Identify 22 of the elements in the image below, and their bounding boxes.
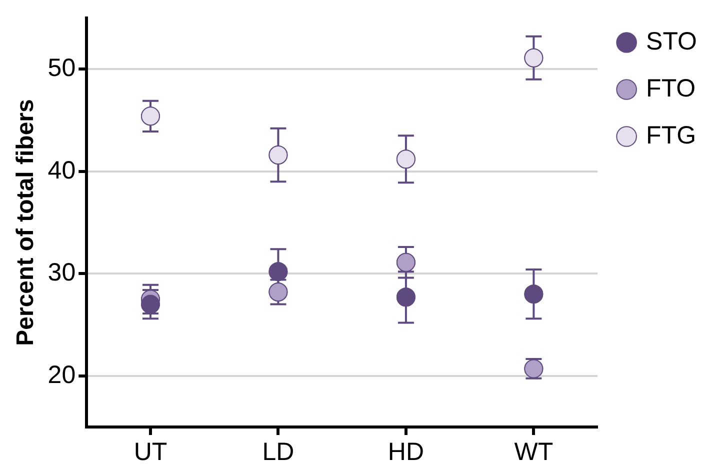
y-tick-label: 30 [48,258,76,287]
legend-label: FTG [646,121,696,150]
point [396,150,416,169]
x-tick-label: WT [514,438,554,466]
point [268,146,288,165]
point [524,48,544,68]
x-tick-label: UT [134,438,168,466]
point [140,294,160,314]
point [396,288,416,307]
point [524,284,544,304]
legend-label: FTO [646,74,696,102]
y-tick-label: 50 [48,54,76,82]
point [268,282,288,302]
point [268,262,288,282]
x-tick-label: HD [388,438,424,466]
y-tick-label: 40 [48,156,76,184]
y-tick-label: 20 [48,360,76,389]
point [396,252,416,272]
legend-label: STO [646,27,698,56]
x-tick-label: LD [262,438,294,466]
y-axis-title: Percent of total fibers [12,99,40,346]
point [140,106,160,126]
